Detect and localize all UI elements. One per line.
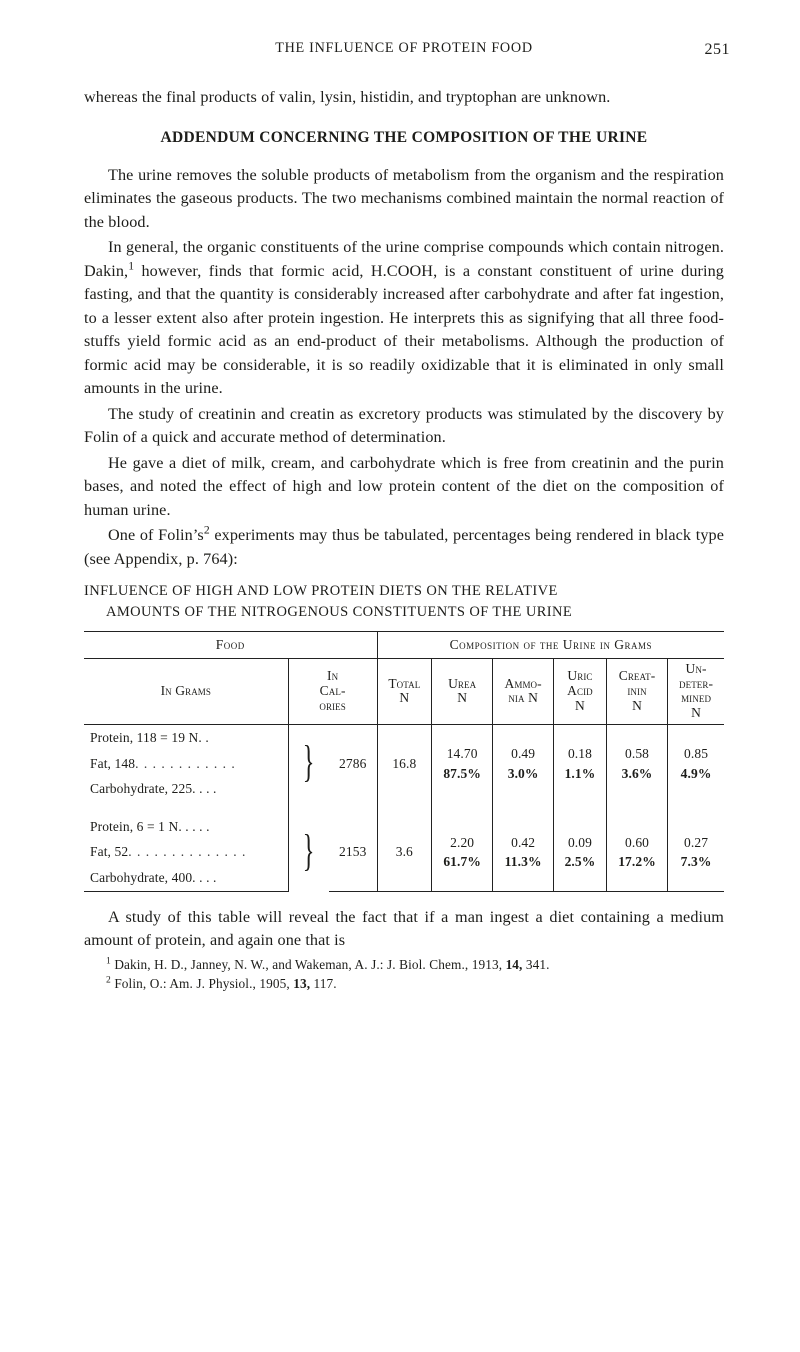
text-run: One of Folin’s	[108, 526, 204, 544]
urine-composition-table: Food Composition of the Urine in Grams I…	[84, 631, 724, 891]
running-head: THE INFLUENCE OF PROTEIN FOOD 251	[84, 38, 724, 56]
running-head-title: THE INFLUENCE OF PROTEIN FOOD	[275, 38, 533, 59]
paragraph-continuation: whereas the final products of valin, lys…	[84, 86, 724, 109]
table-section-head-composition: Composition of the Urine in Grams	[377, 632, 724, 659]
footnote-2: 2 Folin, O.: Am. J. Physiol., 1905, 13, …	[84, 974, 724, 993]
brace-icon: }	[288, 814, 329, 891]
brace-icon: }	[288, 725, 329, 802]
cell-total-n: 3.6	[377, 814, 431, 891]
food-label: Fat, 52. . . . . . . . . . . . . .	[84, 839, 288, 865]
food-label: Protein, 118 = 19 N. .	[84, 725, 288, 751]
table-title: INFLUENCE OF HIGH AND LOW PROTEIN DIETS …	[84, 581, 724, 623]
table-section-head-food: Food	[84, 632, 377, 659]
cell-calories: 2786	[329, 725, 377, 802]
food-label: Fat, 148. . . . . . . . . . . .	[84, 751, 288, 777]
cell-ammonia-n: 0.493.0%	[493, 725, 554, 802]
page-number: 251	[705, 38, 731, 61]
cell-creatinin-n: 0.6017.2%	[606, 814, 667, 891]
paragraph: He gave a diet of milk, cream, and carbo…	[84, 452, 724, 522]
spacer	[84, 802, 288, 814]
cell-urea-n: 14.7087.5%	[432, 725, 493, 802]
food-label: Carbohydrate, 400. . . .	[84, 865, 288, 891]
cell-uric-n: 0.181.1%	[554, 725, 607, 802]
col-head-in-grams: In Grams	[84, 658, 288, 724]
footnote-1: 1 Dakin, H. D., Janney, N. W., and Wakem…	[84, 955, 724, 974]
cell-total-n: 16.8	[377, 725, 431, 802]
food-label: Protein, 6 = 1 N. . . . .	[84, 814, 288, 840]
col-head-uric-acid-n: Uric Acid N	[554, 658, 607, 724]
paragraph: The study of creatinin and creatin as ex…	[84, 403, 724, 450]
footnotes: 1 Dakin, H. D., Janney, N. W., and Wakem…	[84, 955, 724, 994]
cell-undetermined-n: 0.854.9%	[668, 725, 724, 802]
table-title-line-2: AMOUNTS OF THE NITROGENOUS CONSTITUENTS …	[84, 602, 724, 623]
cell-calories: 2153	[329, 814, 377, 891]
food-label: Carbohydrate, 225. . . .	[84, 776, 288, 802]
paragraph: In general, the organic constituents of …	[84, 236, 724, 400]
cell-undetermined-n: 0.277.3%	[668, 814, 724, 891]
cell-ammonia-n: 0.4211.3%	[493, 814, 554, 891]
paragraph: The urine removes the soluble products o…	[84, 164, 724, 234]
col-head-undetermined-n: Un- deter- mined N	[668, 658, 724, 724]
col-head-creatinin-n: Creat- inin N	[606, 658, 667, 724]
paragraph: A study of this table will reveal the fa…	[84, 906, 724, 953]
table-title-line-1: INFLUENCE OF HIGH AND LOW PROTEIN DIETS …	[84, 581, 724, 602]
cell-uric-n: 0.092.5%	[554, 814, 607, 891]
col-head-in-calories: In Cal- ories	[288, 658, 377, 724]
col-head-ammonia-n: Ammo- nia N	[493, 658, 554, 724]
cell-urea-n: 2.2061.7%	[432, 814, 493, 891]
paragraph: One of Folin’s2 experiments may thus be …	[84, 524, 724, 571]
col-head-urea-n: Urea N	[432, 658, 493, 724]
col-head-total-n: Total N	[377, 658, 431, 724]
section-heading-addendum: ADDENDUM CONCERNING THE COMPOSITION OF T…	[84, 127, 724, 149]
cell-creatinin-n: 0.583.6%	[606, 725, 667, 802]
text-run: however, finds that formic acid, H.COOH,…	[84, 262, 724, 397]
